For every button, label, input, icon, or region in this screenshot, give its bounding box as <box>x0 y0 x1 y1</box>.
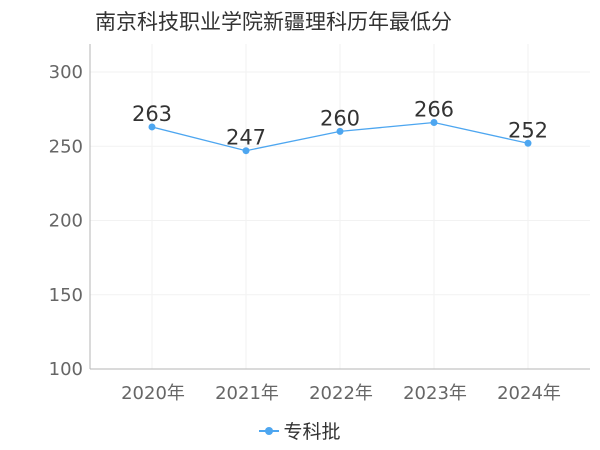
data-label: 247 <box>226 126 266 150</box>
data-point <box>242 147 250 155</box>
chart-title: 南京科技职业学院新疆理科历年最低分 <box>95 10 452 34</box>
y-tick-label: 150 <box>49 285 83 306</box>
data-label: 266 <box>414 97 454 121</box>
x-tick-label: 2020年 <box>121 383 185 404</box>
y-tick-label: 250 <box>49 136 83 157</box>
data-label: 252 <box>508 118 548 142</box>
y-tick-label: 300 <box>49 62 83 83</box>
x-tick-label: 2024年 <box>497 383 561 404</box>
data-point <box>430 118 438 126</box>
data-point <box>148 123 156 131</box>
x-tick-label: 2022年 <box>309 383 373 404</box>
x-tick-label: 2023年 <box>403 383 467 404</box>
legend-label: 专科批 <box>283 421 341 443</box>
y-tick-label: 200 <box>49 211 83 232</box>
y-tick-label: 100 <box>49 359 83 380</box>
legend: 专科批 <box>0 417 600 444</box>
data-label: 260 <box>320 106 360 130</box>
legend-item-series[interactable]: 专科批 <box>259 417 341 444</box>
data-label: 263 <box>132 102 172 126</box>
data-point <box>524 139 532 147</box>
data-point <box>336 127 344 135</box>
x-tick-label: 2021年 <box>215 383 279 404</box>
legend-marker <box>259 425 280 437</box>
